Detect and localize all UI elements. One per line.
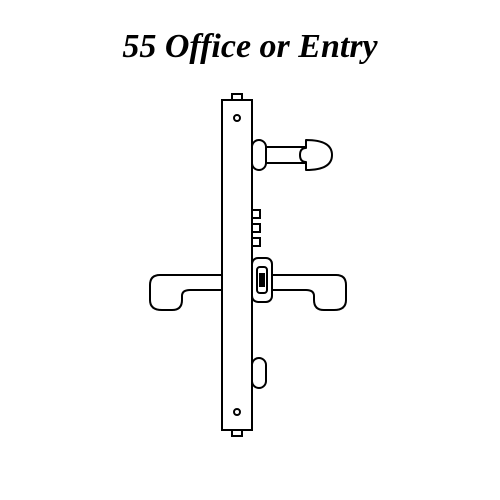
aux-bolt (252, 358, 266, 388)
lever-left (150, 275, 222, 310)
indicator-pip-2 (252, 224, 260, 232)
screw-top (234, 115, 240, 121)
lock-diagram (0, 0, 500, 500)
deadbolt-slot (252, 140, 266, 170)
diagram-container: 55 Office or Entry (0, 0, 500, 500)
lever-right (272, 275, 346, 310)
indicator-pip-1 (252, 210, 260, 218)
faceplate (222, 100, 252, 430)
thumbturn-knob (300, 140, 332, 170)
lever-hub-bar (259, 273, 265, 287)
indicator-pip-3 (252, 238, 260, 246)
screw-bottom (234, 409, 240, 415)
